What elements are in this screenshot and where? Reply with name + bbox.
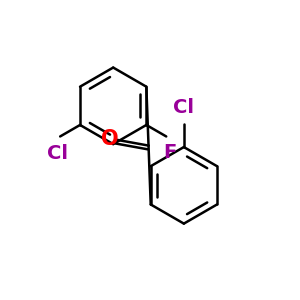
Text: F: F: [163, 143, 176, 162]
Text: O: O: [101, 129, 119, 149]
Text: Cl: Cl: [173, 98, 194, 117]
Text: Cl: Cl: [47, 144, 68, 163]
